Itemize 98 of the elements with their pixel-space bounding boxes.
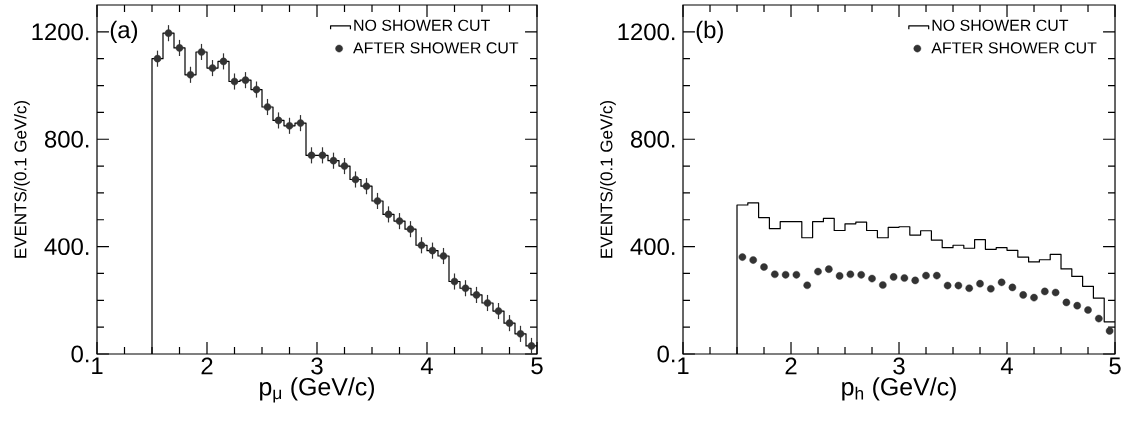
point [1008, 283, 1017, 292]
point [406, 225, 415, 233]
point [340, 162, 349, 170]
y-tick-label: 0. [71, 345, 89, 363]
point [208, 64, 217, 72]
point [307, 151, 316, 160]
point [197, 48, 206, 56]
point [439, 252, 448, 260]
point [1073, 301, 1081, 310]
point [252, 85, 261, 94]
point [329, 156, 338, 165]
x-axis-title: p$_{μ}$ (GeV/c) [260, 377, 375, 403]
point [1084, 306, 1092, 314]
point [879, 281, 887, 289]
point [792, 271, 801, 279]
point [857, 271, 865, 279]
point [738, 253, 747, 261]
point [472, 291, 481, 299]
point [911, 276, 919, 285]
point [976, 279, 984, 288]
point [1095, 314, 1103, 323]
point [1051, 288, 1060, 297]
annotation: (b) [696, 20, 723, 44]
point [219, 57, 228, 66]
point [428, 246, 437, 255]
point [943, 281, 952, 290]
point [933, 271, 941, 280]
point [153, 54, 162, 63]
y-tick-label: 400. [44, 238, 89, 256]
point [825, 265, 833, 273]
x-tick-label: 5 [1109, 357, 1121, 375]
point [814, 267, 822, 276]
point [274, 116, 283, 125]
point [835, 272, 844, 280]
point [1105, 327, 1114, 335]
point [868, 274, 876, 283]
x-tick-label: 4 [420, 357, 433, 374]
point [1062, 298, 1071, 307]
point [954, 281, 963, 290]
point [362, 182, 371, 190]
x-tick-label: 3 [311, 357, 323, 375]
point [285, 122, 294, 130]
point [241, 76, 250, 84]
y-tick-label: 800. [44, 130, 89, 148]
point [384, 210, 393, 219]
x-axis-title: p$_{h}$ (GeV/c) [842, 377, 956, 401]
point [373, 197, 382, 205]
legend-label: AFTER SHOWER CUT [353, 42, 519, 54]
y-tick-label: 0. [657, 345, 675, 363]
x-tick-label: 3 [893, 357, 905, 375]
point [1019, 291, 1027, 299]
y-tick-label: 1200. [618, 23, 675, 41]
point [965, 284, 973, 293]
point [1041, 287, 1049, 296]
y-tick-label: 400. [630, 238, 675, 256]
x-tick-label: 4 [1000, 357, 1013, 374]
point [186, 71, 195, 79]
point [997, 278, 1006, 287]
point [395, 217, 404, 225]
point [417, 241, 426, 250]
point [296, 119, 305, 127]
point [781, 271, 790, 279]
x-tick-label: 1 [92, 357, 103, 374]
point [230, 77, 239, 86]
point [749, 256, 757, 264]
point [318, 151, 327, 160]
point [760, 263, 768, 271]
point [505, 319, 514, 327]
legend-label: NO SHOWER CUT [932, 19, 1069, 31]
y-tick-label: 800. [630, 130, 675, 148]
point [922, 271, 930, 280]
annotation: (a) [110, 20, 138, 44]
x-tick-label: 5 [531, 357, 543, 375]
point [351, 175, 360, 184]
point [1030, 293, 1038, 302]
legend-label: AFTER SHOWER CUT [931, 42, 1097, 54]
point [461, 284, 470, 293]
point [164, 29, 173, 37]
point [175, 44, 184, 52]
legend-label: NO SHOWER CUT [354, 19, 490, 31]
y-axis-title: EVENTS/(0.1 GeV/c) [14, 101, 30, 258]
point [987, 284, 995, 293]
point [889, 273, 898, 281]
point [516, 330, 525, 338]
point [900, 274, 909, 282]
point [846, 270, 855, 279]
point [803, 281, 811, 290]
point [483, 299, 492, 307]
point [771, 270, 779, 279]
point [263, 103, 272, 111]
y-tick-label: 1200. [32, 23, 89, 41]
point [450, 277, 459, 286]
x-tick-label: 1 [678, 357, 689, 374]
x-tick-label: 2 [201, 357, 213, 375]
point [527, 342, 536, 350]
point [494, 307, 503, 315]
x-tick-label: 2 [785, 357, 797, 375]
y-axis-title: EVENTS/(0.1 GeV/c) [600, 101, 616, 258]
